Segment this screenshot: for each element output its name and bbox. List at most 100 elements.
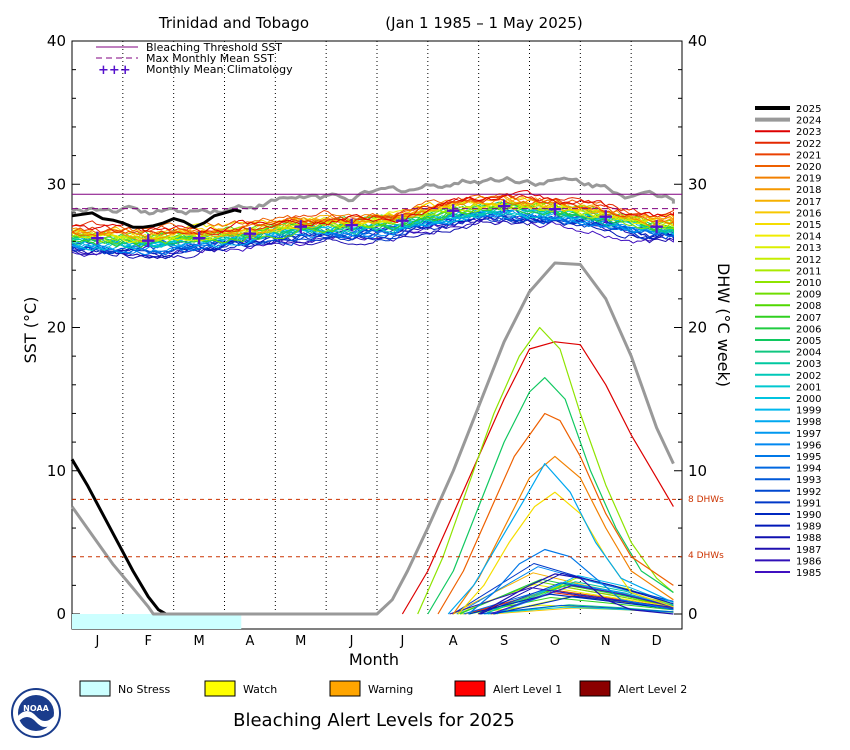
climatology-marker: +: [394, 208, 411, 232]
y-tick-label-right: 40: [688, 32, 707, 50]
sst-line-2021: [71, 193, 674, 235]
dhw-line-2010: [417, 326, 674, 615]
alert-level-legend: No Stress Watch Warning Alert Level 1 Al…: [79, 680, 687, 697]
dhw-line-2020: [437, 412, 674, 615]
noaa-logo-wave: [18, 711, 54, 727]
year-legend-label-2021: 2021: [796, 150, 821, 161]
year-legend-label-1992: 1992: [796, 487, 821, 498]
dhw-line-1997: [494, 583, 674, 615]
year-legend-label-2022: 2022: [796, 139, 821, 150]
year-legend-label-2024: 2024: [796, 116, 821, 127]
climatology-marker: +: [597, 204, 614, 228]
alert-2-swatch: [579, 680, 611, 697]
year-legend-label-2017: 2017: [796, 197, 821, 208]
sst-line-2013: [71, 200, 674, 242]
climatology-marker: +: [89, 225, 106, 249]
dhw-line-1995: [468, 548, 674, 615]
dhw-4-label: 4 DHWs: [688, 551, 724, 561]
year-legend-label-1989: 1989: [796, 522, 821, 533]
threshold-legend-label: Bleaching Threshold SST: [146, 41, 282, 54]
year-legend-label-1993: 1993: [796, 475, 821, 486]
year-legend-label-2004: 2004: [796, 348, 821, 359]
climatology-marker: +: [445, 198, 462, 222]
year-legend-label-2006: 2006: [796, 324, 821, 335]
dhw-line-1988: [480, 572, 674, 615]
climatology-marker: +: [648, 214, 665, 238]
year-legend-label-2009: 2009: [796, 290, 821, 301]
y-tick-label-left: 40: [47, 32, 66, 50]
climatology-marker: +: [242, 221, 259, 245]
dhw-line-1987: [478, 573, 674, 615]
watch-swatch: [204, 680, 236, 697]
year-legend-label-2016: 2016: [796, 208, 821, 219]
inner-legend: Bleaching Threshold SST Max Monthly Mean…: [96, 41, 293, 78]
year-legend-label-2003: 2003: [796, 359, 821, 370]
year-legend-label-2005: 2005: [796, 336, 821, 347]
x-tick-label: J: [349, 634, 354, 649]
dhw-line-1989: [468, 593, 674, 615]
dhw-line-2015: [457, 491, 674, 615]
x-tick-label: D: [652, 634, 662, 649]
year-legend-label-2020: 2020: [796, 162, 821, 173]
x-tick-label: F: [145, 634, 152, 649]
x-tick-label: A: [245, 634, 254, 649]
y-tick-label-right: 0: [688, 605, 698, 623]
dhw-line-1996: [456, 566, 674, 615]
sst-line-2020: [71, 194, 674, 237]
year-legend-label-1985: 1985: [796, 568, 821, 579]
x-tick-label: O: [550, 634, 560, 649]
year-legend-label-2019: 2019: [796, 174, 821, 185]
x-tick-label: M: [295, 634, 306, 649]
year-legend-label-2018: 2018: [796, 185, 821, 196]
dhw-line-2005: [427, 377, 674, 615]
year-legend-label-1995: 1995: [796, 452, 821, 463]
x-tick-label: J: [94, 634, 99, 649]
year-legend-label-2010: 2010: [796, 278, 821, 289]
year-legend-label-2014: 2014: [796, 232, 821, 243]
year-legend-label-1998: 1998: [796, 417, 821, 428]
year-legend-label-2025: 2025: [796, 104, 821, 115]
warning-label: Warning: [368, 683, 413, 696]
dhw-line-1985: [490, 585, 674, 615]
year-legend-label-1994: 1994: [796, 464, 821, 475]
sst-line-2023: [71, 190, 674, 233]
year-legend-label-2002: 2002: [796, 371, 821, 382]
year-legend-label-2008: 2008: [796, 301, 821, 312]
dhw-8-label: 8 DHWs: [688, 495, 724, 505]
y-tick-label-right: 20: [688, 319, 707, 337]
year-legend-label-2011: 2011: [796, 266, 821, 277]
year-legend-label-2000: 2000: [796, 394, 821, 405]
y-axis-left-title: SST (°C): [21, 297, 40, 364]
y-axis-right-title: DHW (°C week): [714, 263, 733, 387]
y-tick-label-left: 10: [47, 462, 66, 480]
dhw-line-1999: [496, 575, 674, 615]
year-legend-label-1990: 1990: [796, 510, 821, 521]
sst-line-1998: [71, 208, 674, 250]
warning-swatch: [329, 680, 361, 697]
year-legend-label-1988: 1988: [796, 533, 821, 544]
climatology-marker: +: [343, 212, 360, 236]
dhw-line-1998: [447, 463, 674, 615]
climatology-marker: +: [496, 194, 513, 218]
dhw-line-2019: [452, 455, 674, 615]
footer-title: Bleaching Alert Levels for 2025: [233, 710, 515, 731]
year-legend-label-2015: 2015: [796, 220, 821, 231]
climatology-marker: +: [140, 228, 157, 252]
sst-line-2016: [71, 199, 674, 238]
dhw-line-2006: [459, 578, 674, 615]
alert-level-bar: [72, 614, 242, 629]
year-legend-label-1986: 1986: [796, 556, 821, 567]
alert-1-label: Alert Level 1: [493, 683, 562, 696]
chart-subtitle: (Jan 1 1985 – 1 May 2025): [385, 14, 582, 32]
x-tick-label: J: [399, 634, 404, 649]
no-stress-label: No Stress: [118, 683, 171, 696]
climatology-marker: +: [292, 214, 309, 238]
year-legend-label-2012: 2012: [796, 255, 821, 266]
x-tick-label: N: [601, 634, 611, 649]
mmm-legend-label: Max Monthly Mean SST: [146, 52, 274, 65]
y-tick-label-right: 10: [688, 462, 707, 480]
year-legend-label-2023: 2023: [796, 127, 821, 138]
sst-line-2022: [71, 193, 674, 236]
climatology-marker: +: [547, 197, 564, 221]
